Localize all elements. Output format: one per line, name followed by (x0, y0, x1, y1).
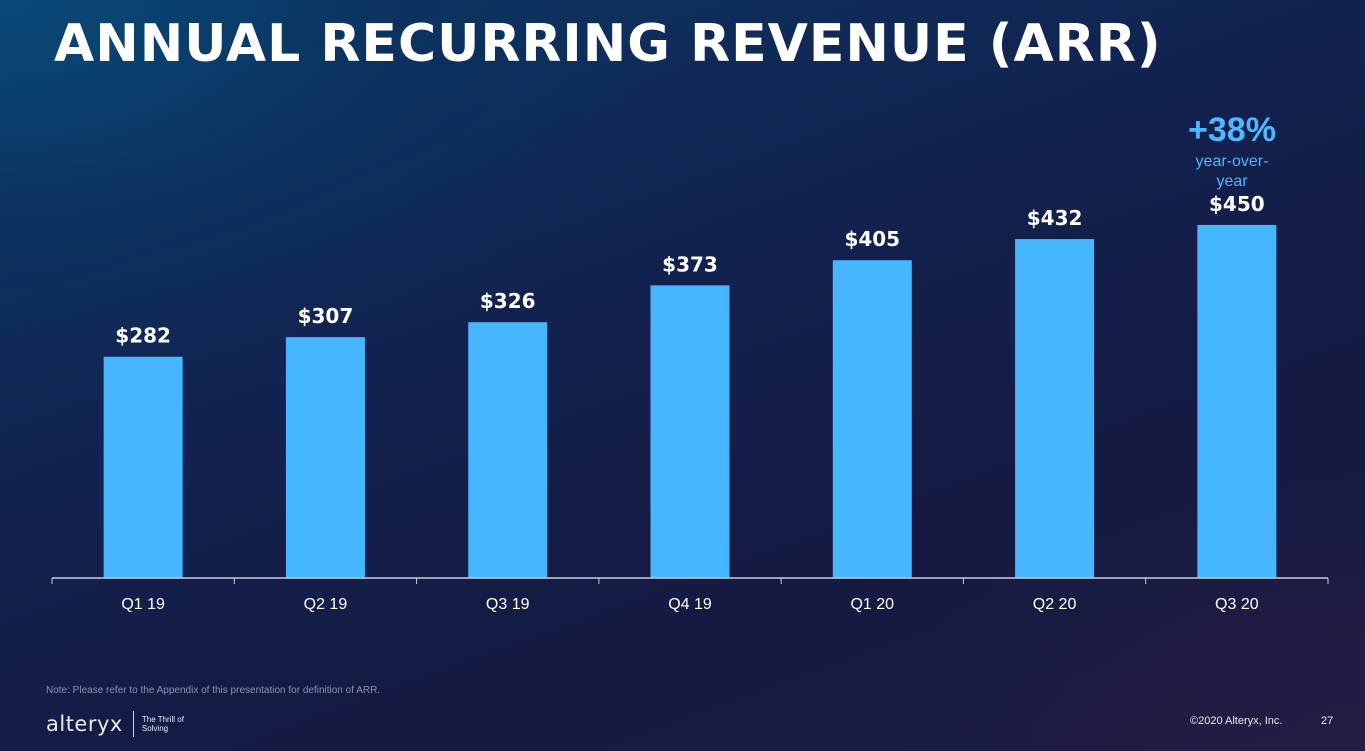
growth-label: year-over-year (1195, 153, 1269, 190)
value-label: $326 (480, 289, 536, 313)
value-labels-group: $282 $307 $326 $373 $405 $432 $450 (115, 192, 1264, 348)
alteryx-logo: alteryx The Thrill of Solving (46, 711, 202, 737)
bar-q1-19 (103, 356, 183, 578)
x-tick-label: Q2 20 (1033, 596, 1077, 613)
value-label: $450 (1209, 192, 1265, 216)
x-tick-label: Q3 19 (486, 596, 530, 613)
page-title: ANNUAL RECURRING REVENUE (ARR) (54, 14, 1162, 74)
logo-wordmark: alteryx (46, 712, 123, 736)
logo-tagline: The Thrill of Solving (141, 715, 184, 733)
bar-q3-19 (468, 322, 548, 578)
bar-q4-19 (650, 285, 730, 578)
bar-q2-20 (1015, 239, 1095, 579)
value-label: $432 (1027, 206, 1083, 230)
bars-group (103, 224, 1277, 579)
page-number: 27 (1321, 715, 1334, 727)
growth-callout: +38% year-over-year (1170, 110, 1294, 192)
growth-value: +38% (1188, 111, 1276, 149)
value-label: $405 (844, 227, 900, 251)
bar-q1-20 (832, 260, 912, 578)
value-label: $282 (115, 324, 171, 348)
bar-q2-19 (285, 337, 365, 578)
x-axis: Q1 19 Q2 19 Q3 19 Q4 19 Q1 20 Q2 20 Q3 20 (51, 577, 1329, 613)
x-tick-label: Q4 19 (668, 596, 712, 613)
footnote: Note: Please refer to the Appendix of th… (46, 685, 381, 696)
value-label: $307 (298, 304, 354, 328)
x-tick-label: Q2 19 (304, 596, 348, 613)
logo-divider (132, 711, 134, 737)
copyright: ©2020 Alteryx, Inc. (1190, 715, 1283, 727)
x-tick-label: Q1 19 (121, 596, 165, 613)
bar-q3-20 (1197, 224, 1277, 578)
x-tick-label: Q3 20 (1215, 596, 1259, 613)
value-label: $373 (662, 252, 718, 276)
x-tick-label: Q1 20 (850, 596, 894, 613)
